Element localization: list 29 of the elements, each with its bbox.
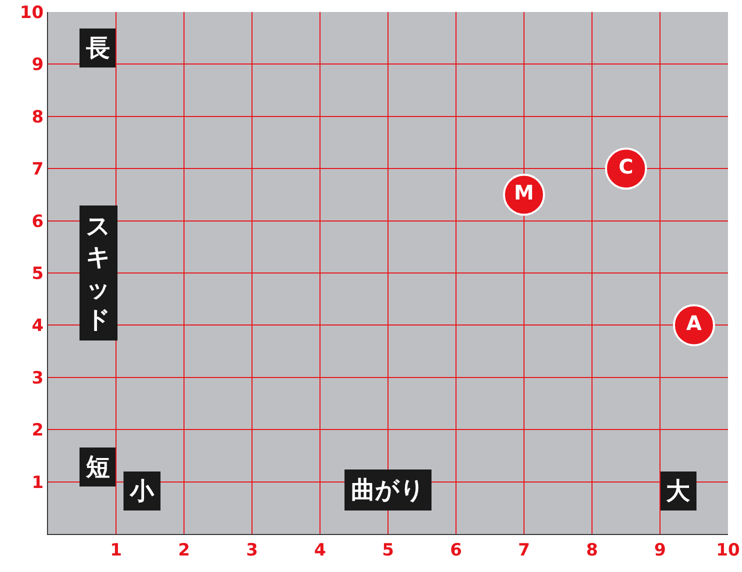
y-tick-label: 10 [20,2,44,23]
y-axis-title: スキッド [86,212,111,334]
series-label: M [514,180,534,205]
y-tick-label: 9 [32,55,44,76]
annotation: 長 [85,34,110,62]
x-axis-title: 曲がり [351,476,425,504]
x-tick-label: 7 [518,540,530,560]
y-tick-label: 6 [32,212,44,232]
x-tick-label: 8 [586,540,598,560]
annotation: 大 [666,477,691,505]
x-tick-label: 5 [382,540,394,560]
x-tick-label: 9 [654,540,666,560]
annotation: 短 [85,453,110,481]
annotation: 小 [129,477,155,505]
x-tick-label: 3 [246,540,258,560]
y-tick-label: 4 [32,316,44,336]
y-tick-label: 7 [32,160,44,180]
series-label: C [618,154,634,179]
y-tick-label: 8 [32,107,44,128]
x-tick-label: 2 [178,540,190,560]
x-tick-label: 6 [450,540,462,560]
y-tick-label: 5 [32,264,44,284]
y-tick-label: 2 [32,420,44,441]
series-label: A [686,311,702,336]
x-tick-label: 1 [110,540,122,560]
y-tick-label: 3 [32,368,44,388]
y-tick-label: 1 [32,472,44,493]
x-tick-label: 4 [314,540,326,560]
x-tick-label: 10 [716,540,740,560]
